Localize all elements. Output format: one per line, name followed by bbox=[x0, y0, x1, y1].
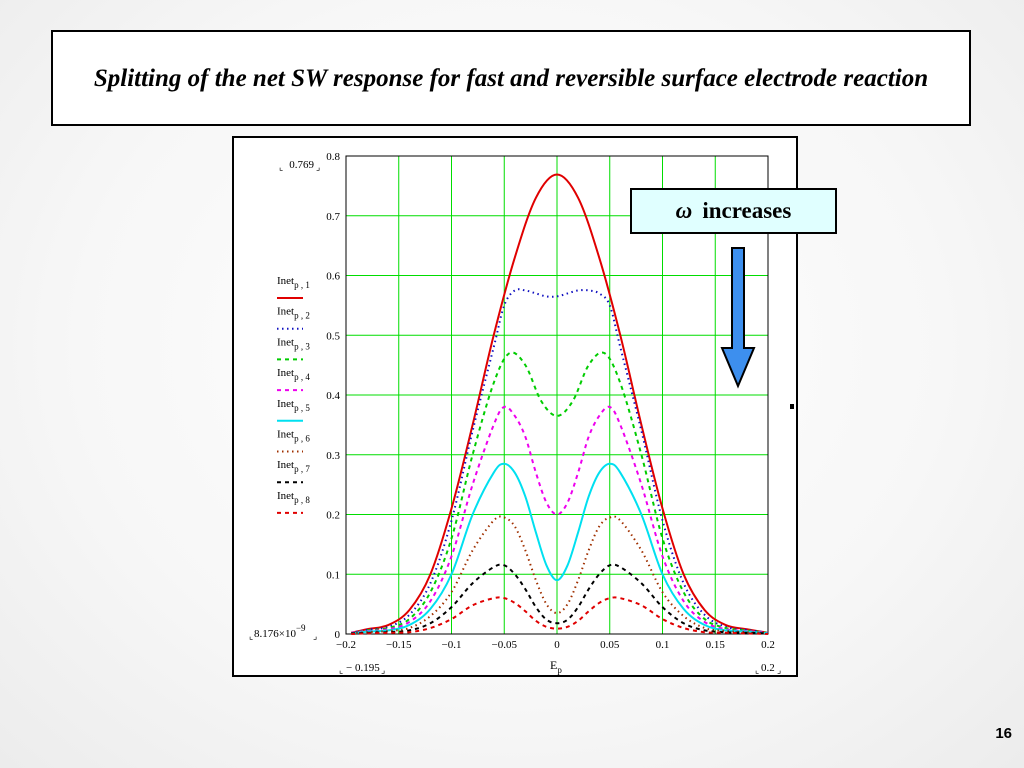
y-min-readout-bracket-r: ⌟ bbox=[313, 631, 317, 641]
x-min-readout-bracket-l: ⌞ bbox=[339, 665, 343, 675]
y-min-readout: 8.176×10−9 bbox=[254, 623, 306, 640]
stray-dot bbox=[790, 404, 794, 409]
legend-label-name: Inet bbox=[277, 490, 294, 502]
x-tick-label: −0.15 bbox=[386, 639, 412, 651]
y-tick-label: 0.2 bbox=[326, 510, 340, 522]
y-tick-label: 0.3 bbox=[326, 450, 340, 462]
legend-label-name: Inet bbox=[277, 398, 294, 410]
legend-label-name: Inet bbox=[277, 306, 294, 318]
y-tick-label: 0.1 bbox=[326, 569, 340, 581]
series-lines bbox=[351, 173, 769, 635]
y-tick-label: 0.5 bbox=[326, 330, 340, 342]
y-max-readout: 0.769 bbox=[289, 159, 314, 171]
chart-plot: −0.2 −0.15 −0.1 −0.05 0 0.05 0.1 0.15 0.2 0 0.1 0.2… bbox=[249, 151, 781, 675]
y-tick-label: 0 bbox=[335, 629, 341, 641]
y-tick-label: 0.7 bbox=[326, 211, 340, 223]
series-line-7 bbox=[351, 563, 769, 635]
legend-label-sub: p , 7 bbox=[294, 464, 310, 474]
page-number: 16 bbox=[995, 725, 1012, 742]
x-axis-label: Ep bbox=[550, 658, 562, 675]
y-tick-label: 0.6 bbox=[326, 271, 340, 283]
y-max-readout-bracket-r: ⌟ bbox=[316, 162, 320, 172]
legend-label-sub: p , 5 bbox=[294, 403, 310, 413]
legend-label-8: Inetp , 8 bbox=[277, 490, 310, 505]
legend-label-sub: p , 1 bbox=[294, 280, 310, 290]
x-max-readout-bracket-l: ⌞ bbox=[755, 665, 759, 675]
x-tick-label: 0.2 bbox=[761, 639, 775, 651]
legend-label-sub: p , 4 bbox=[294, 372, 310, 382]
x-max-readout: 0.2 bbox=[761, 662, 775, 674]
tick-labels: −0.2 −0.15 −0.1 −0.05 0 0.05 0.1 0.15 0.2 0 0.1 0.2… bbox=[326, 151, 775, 651]
legend-label-6: Inetp , 6 bbox=[277, 429, 310, 444]
x-tick-label: −0.1 bbox=[442, 639, 462, 651]
legend-label-4: Inetp , 4 bbox=[277, 367, 310, 382]
series-line-2 bbox=[351, 288, 769, 634]
y-tick-label: 0.8 bbox=[326, 151, 340, 163]
y-min-readout-exponent: −9 bbox=[296, 623, 306, 633]
legend-label-name: Inet bbox=[277, 459, 294, 471]
legend-label-sub: p , 8 bbox=[294, 495, 310, 505]
omega-callout-text: increases bbox=[702, 198, 792, 223]
legend-label-name: Inet bbox=[277, 367, 294, 379]
legend-label-sub: p , 6 bbox=[294, 434, 310, 444]
x-tick-label: 0.05 bbox=[600, 639, 620, 651]
legend-label-name: Inet bbox=[277, 429, 294, 441]
y-tick-label: 0.4 bbox=[326, 390, 340, 402]
y-min-readout-bracket-l: ⌞ bbox=[249, 631, 253, 641]
legend-label-sub: p , 3 bbox=[294, 341, 310, 351]
y-min-readout-mantissa: 8.176×10 bbox=[254, 628, 296, 640]
title-box: Splitting of the net SW response for fas… bbox=[51, 30, 971, 126]
legend-label-5: Inetp , 5 bbox=[277, 398, 310, 413]
x-tick-label: −0.2 bbox=[336, 639, 356, 651]
series-line-1 bbox=[351, 173, 769, 634]
down-arrow-icon bbox=[720, 247, 756, 389]
slide-title: Splitting of the net SW response for fas… bbox=[93, 64, 929, 92]
x-tick-label: 0.15 bbox=[706, 639, 726, 651]
legend-label-3: Inetp , 3 bbox=[277, 336, 310, 351]
x-tick-label: −0.05 bbox=[492, 639, 518, 651]
legend-label-7: Inetp , 7 bbox=[277, 459, 310, 474]
series-line-6 bbox=[351, 515, 769, 635]
series-line-4 bbox=[351, 405, 769, 634]
x-axis-label-sub: p bbox=[557, 665, 562, 675]
legend-label-name: Inet bbox=[277, 275, 294, 287]
x-min-readout: − 0.195 bbox=[346, 662, 380, 674]
legend-label-sub: p , 2 bbox=[294, 311, 310, 321]
omega-symbol: ω bbox=[675, 198, 693, 223]
x-max-readout-bracket-r: ⌟ bbox=[777, 665, 781, 675]
y-max-readout-bracket-l: ⌞ bbox=[279, 162, 283, 172]
plot-border bbox=[345, 155, 769, 635]
x-tick-label: 0 bbox=[554, 639, 560, 651]
legend-label-1: Inetp , 1 bbox=[277, 275, 310, 290]
x-axis-label-main: E bbox=[550, 658, 557, 672]
x-min-readout-bracket-r: ⌟ bbox=[381, 665, 385, 675]
legend-label-2: Inetp , 2 bbox=[277, 306, 310, 321]
legend-label-name: Inet bbox=[277, 336, 294, 348]
series-line-5 bbox=[351, 462, 769, 635]
omega-callout: ω increases bbox=[630, 188, 837, 234]
x-tick-label: 0.1 bbox=[656, 639, 670, 651]
